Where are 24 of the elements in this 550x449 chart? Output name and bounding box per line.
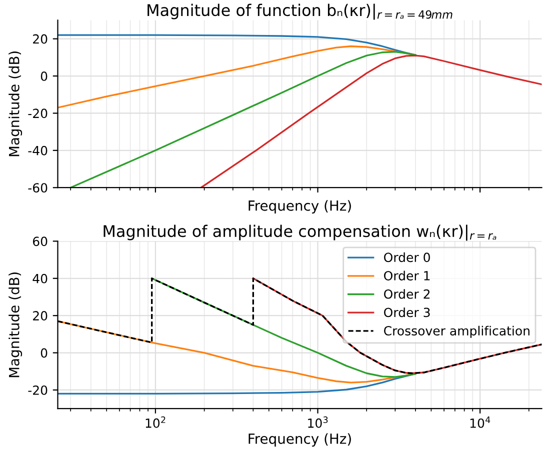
x-tick-label: 10$^{3}$	[308, 416, 328, 428]
y-axis-title: Magnitude (dB)	[8, 52, 22, 156]
y-tick-label: 20	[33, 311, 48, 321]
y-axis-title: Magnitude (dB)	[8, 272, 22, 378]
y-tick-label: -20	[28, 385, 48, 395]
legend-label: Order 1	[384, 270, 430, 280]
y-tick-label: -60	[28, 183, 48, 193]
y-tick-label: 40	[32, 274, 48, 284]
x-tick-label: 10$^{2}$	[146, 416, 166, 428]
y-tick-label: -20	[28, 108, 48, 118]
y-tick-label: 0	[40, 71, 48, 81]
x-tick-label: 10$^{4}$	[470, 416, 490, 428]
x-axis-title: Frequency (Hz)	[248, 200, 351, 214]
legend-label: Order 2	[384, 289, 430, 299]
chart-title: Magnitude of amplitude compensation wₙ(κr)|$_{r=rₐ}$	[104, 224, 496, 241]
y-tick-label: 20	[33, 34, 48, 44]
y-tick-label: 0	[40, 348, 48, 358]
y-tick-label: -40	[28, 146, 48, 156]
chart-title: Magnitude of function bₙ(κr)|$_{r=rₐ=49mm}$	[148, 4, 452, 20]
x-axis-title: Frequency (Hz)	[248, 433, 351, 447]
y-tick-label: 60	[32, 236, 48, 246]
legend-label: Order 0	[384, 252, 430, 262]
legend-label: Order 3	[384, 307, 430, 318]
legend-label: Crossover amplification	[384, 326, 530, 338]
